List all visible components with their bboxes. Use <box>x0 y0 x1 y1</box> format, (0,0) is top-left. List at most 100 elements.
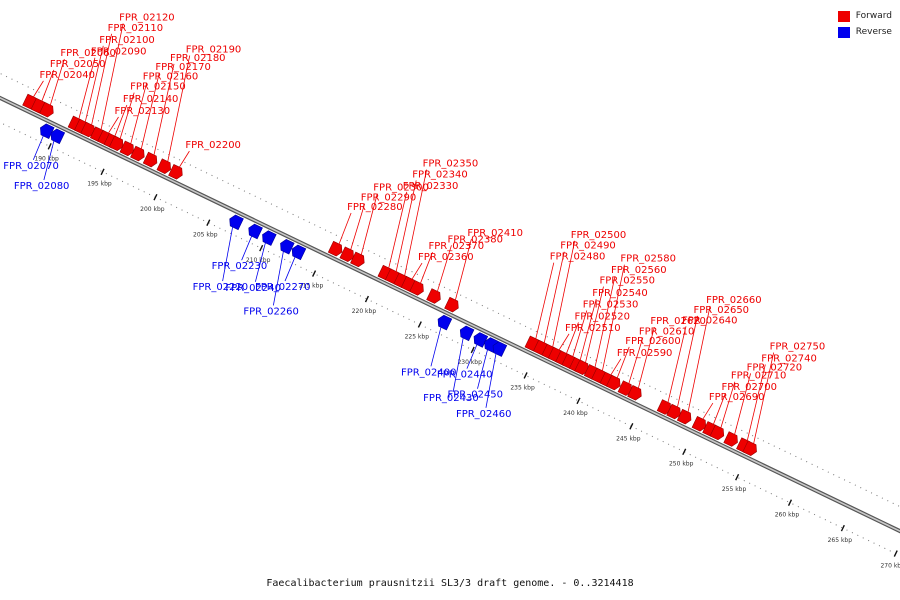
gene-leader-line <box>602 264 625 371</box>
gene-arrow-FPR_02150[interactable] <box>108 135 124 152</box>
gene-arrow-FPR_02270[interactable] <box>291 244 307 261</box>
gene-label-FPR_02110[interactable]: FPR_02110 <box>108 23 164 34</box>
gene-label-FPR_02330[interactable]: FPR_02330 <box>403 181 459 192</box>
gene-label-FPR_02070[interactable]: FPR_02070 <box>3 161 59 172</box>
gene-arrow-FPR_02600[interactable] <box>606 374 621 391</box>
gene-label-FPR_02170[interactable]: FPR_02170 <box>155 62 211 73</box>
gene-label-FPR_02460[interactable]: FPR_02460 <box>456 409 512 420</box>
gene-label-FPR_02050[interactable]: FPR_02050 <box>50 59 106 70</box>
gene-label-FPR_02060[interactable]: FPR_02060 <box>60 48 116 59</box>
gene-label-FPR_02400[interactable]: FPR_02400 <box>401 367 457 378</box>
gene-label-FPR_02620[interactable]: FPR_02620 <box>650 316 706 327</box>
gene-arrow-FPR_02180[interactable] <box>142 151 158 168</box>
gene-label-FPR_02140[interactable]: FPR_02140 <box>123 94 179 105</box>
gene-label-FPR_02710[interactable]: FPR_02710 <box>731 371 787 382</box>
gene-arrow-FPR_02290[interactable] <box>339 246 354 263</box>
gene-leader-line <box>222 226 234 282</box>
gene-arrow-FPR_02300[interactable] <box>350 251 365 268</box>
gene-label-FPR_02220[interactable]: FPR_02220 <box>193 282 249 293</box>
gene-label-FPR_02380[interactable]: FPR_02380 <box>447 234 503 245</box>
gene-label-FPR_02540[interactable]: FPR_02540 <box>592 288 648 299</box>
gene-label-FPR_02640[interactable]: FPR_02640 <box>682 315 738 326</box>
gene-label-FPR_02280[interactable]: FPR_02280 <box>347 202 403 213</box>
gene-label-FPR_02040[interactable]: FPR_02040 <box>39 70 95 81</box>
gene-arrow-FPR_02160[interactable] <box>119 140 134 157</box>
gene-arrow-FPR_02380[interactable] <box>426 288 441 304</box>
gene-label-FPR_02350[interactable]: FPR_02350 <box>423 159 479 170</box>
forward-guide-line <box>0 72 900 508</box>
gene-arrow-FPR_02460[interactable] <box>492 341 508 357</box>
gene-arrow-FPR_02190[interactable] <box>156 158 171 174</box>
axis-tick <box>893 550 898 557</box>
gene-label-FPR_02750[interactable]: FPR_02750 <box>770 342 826 353</box>
gene-label-FPR_02690[interactable]: FPR_02690 <box>709 392 765 403</box>
gene-leader-line <box>594 276 616 368</box>
gene-label-FPR_02450[interactable]: FPR_02450 <box>447 390 503 401</box>
gene-label-FPR_02480[interactable]: FPR_02480 <box>550 252 606 263</box>
gene-label-FPR_02130[interactable]: FPR_02130 <box>115 106 171 117</box>
gene-label-FPR_02500[interactable]: FPR_02500 <box>571 230 627 241</box>
gene-label-FPR_02530[interactable]: FPR_02530 <box>583 299 639 310</box>
gene-arrow-FPR_02690[interactable] <box>691 416 707 432</box>
gene-arrow-FPR_02260[interactable] <box>280 239 295 255</box>
gene-label-FPR_02160[interactable]: FPR_02160 <box>143 72 199 83</box>
gene-label-FPR_02090[interactable]: FPR_02090 <box>91 47 147 58</box>
gene-label-FPR_02430[interactable]: FPR_02430 <box>423 393 479 404</box>
gene-label-FPR_02590[interactable]: FPR_02590 <box>617 348 673 359</box>
gene-label-FPR_02120[interactable]: FPR_02120 <box>119 12 175 23</box>
gene-arrow-FPR_02080[interactable] <box>50 128 66 145</box>
gene-arrow-FPR_02710[interactable] <box>709 424 725 441</box>
gene-leader-line <box>179 150 190 168</box>
gene-label-FPR_02650[interactable]: FPR_02650 <box>694 305 750 316</box>
gene-arrow-FPR_02720[interactable] <box>723 431 738 447</box>
gene-label-FPR_02260[interactable]: FPR_02260 <box>243 306 299 317</box>
gene-label-FPR_02190[interactable]: FPR_02190 <box>186 45 242 56</box>
gene-label-FPR_02700[interactable]: FPR_02700 <box>721 382 777 393</box>
gene-label-FPR_02610[interactable]: FPR_02610 <box>639 326 695 337</box>
gene-arrow-FPR_02660[interactable] <box>676 408 692 425</box>
gene-label-FPR_02180[interactable]: FPR_02180 <box>170 53 226 64</box>
gene-arrow-FPR_02650[interactable] <box>666 403 681 420</box>
gene-label-FPR_02100[interactable]: FPR_02100 <box>99 35 155 46</box>
gene-arrow-FPR_02410[interactable] <box>444 296 459 313</box>
gene-label-FPR_02600[interactable]: FPR_02600 <box>625 336 681 347</box>
gene-label-FPR_02200[interactable]: FPR_02200 <box>185 140 241 151</box>
gene-arrow-FPR_02200[interactable] <box>168 164 183 180</box>
gene-arrow-FPR_02750[interactable] <box>742 440 757 456</box>
axis-tick <box>47 143 52 150</box>
gene-label-FPR_02370[interactable]: FPR_02370 <box>429 241 485 252</box>
gene-label-FPR_02150[interactable]: FPR_02150 <box>130 82 186 93</box>
gene-label-FPR_02720[interactable]: FPR_02720 <box>747 362 803 373</box>
gene-arrow-FPR_02230[interactable] <box>248 223 263 240</box>
gene-label-FPR_02440[interactable]: FPR_02440 <box>437 370 493 381</box>
gene-label-FPR_02080[interactable]: FPR_02080 <box>14 181 70 192</box>
gene-label-FPR_02560[interactable]: FPR_02560 <box>611 265 667 276</box>
gene-label-FPR_02230[interactable]: FPR_02230 <box>212 261 268 272</box>
gene-arrow-FPR_02430[interactable] <box>459 325 475 342</box>
gene-arrow-FPR_02280[interactable] <box>327 240 343 257</box>
gene-label-FPR_02340[interactable]: FPR_02340 <box>412 169 468 180</box>
axis-tick-label: 265 kbp <box>828 537 853 544</box>
gene-label-FPR_02240[interactable]: FPR_02240 <box>225 283 281 294</box>
gene-arrow-FPR_02620[interactable] <box>627 384 642 401</box>
gene-label-FPR_02360[interactable]: FPR_02360 <box>418 252 474 263</box>
gene-leader-line <box>130 82 148 144</box>
gene-arrow-FPR_02060[interactable] <box>39 101 54 118</box>
gene-label-FPR_02410[interactable]: FPR_02410 <box>467 228 523 239</box>
gene-label-FPR_02550[interactable]: FPR_02550 <box>599 276 655 287</box>
gene-arrow-FPR_02240[interactable] <box>262 230 277 246</box>
gene-label-FPR_02300[interactable]: FPR_02300 <box>373 183 429 194</box>
gene-label-FPR_02490[interactable]: FPR_02490 <box>560 241 616 252</box>
gene-arrow-FPR_02370[interactable] <box>409 280 424 296</box>
gene-label-FPR_02740[interactable]: FPR_02740 <box>761 353 817 364</box>
gene-arrow-FPR_02220[interactable] <box>229 214 244 231</box>
gene-label-FPR_02510[interactable]: FPR_02510 <box>565 323 621 334</box>
gene-label-FPR_02290[interactable]: FPR_02290 <box>361 193 417 204</box>
gene-label-FPR_02660[interactable]: FPR_02660 <box>706 295 762 306</box>
gene-arrow-FPR_02170[interactable] <box>130 145 145 162</box>
gene-arrow-FPR_02400[interactable] <box>437 314 453 331</box>
gene-leader-line <box>485 353 497 408</box>
gene-label-FPR_02580[interactable]: FPR_02580 <box>620 254 676 265</box>
gene-label-FPR_02520[interactable]: FPR_02520 <box>574 311 630 322</box>
gene-label-FPR_02270[interactable]: FPR_02270 <box>255 282 311 293</box>
